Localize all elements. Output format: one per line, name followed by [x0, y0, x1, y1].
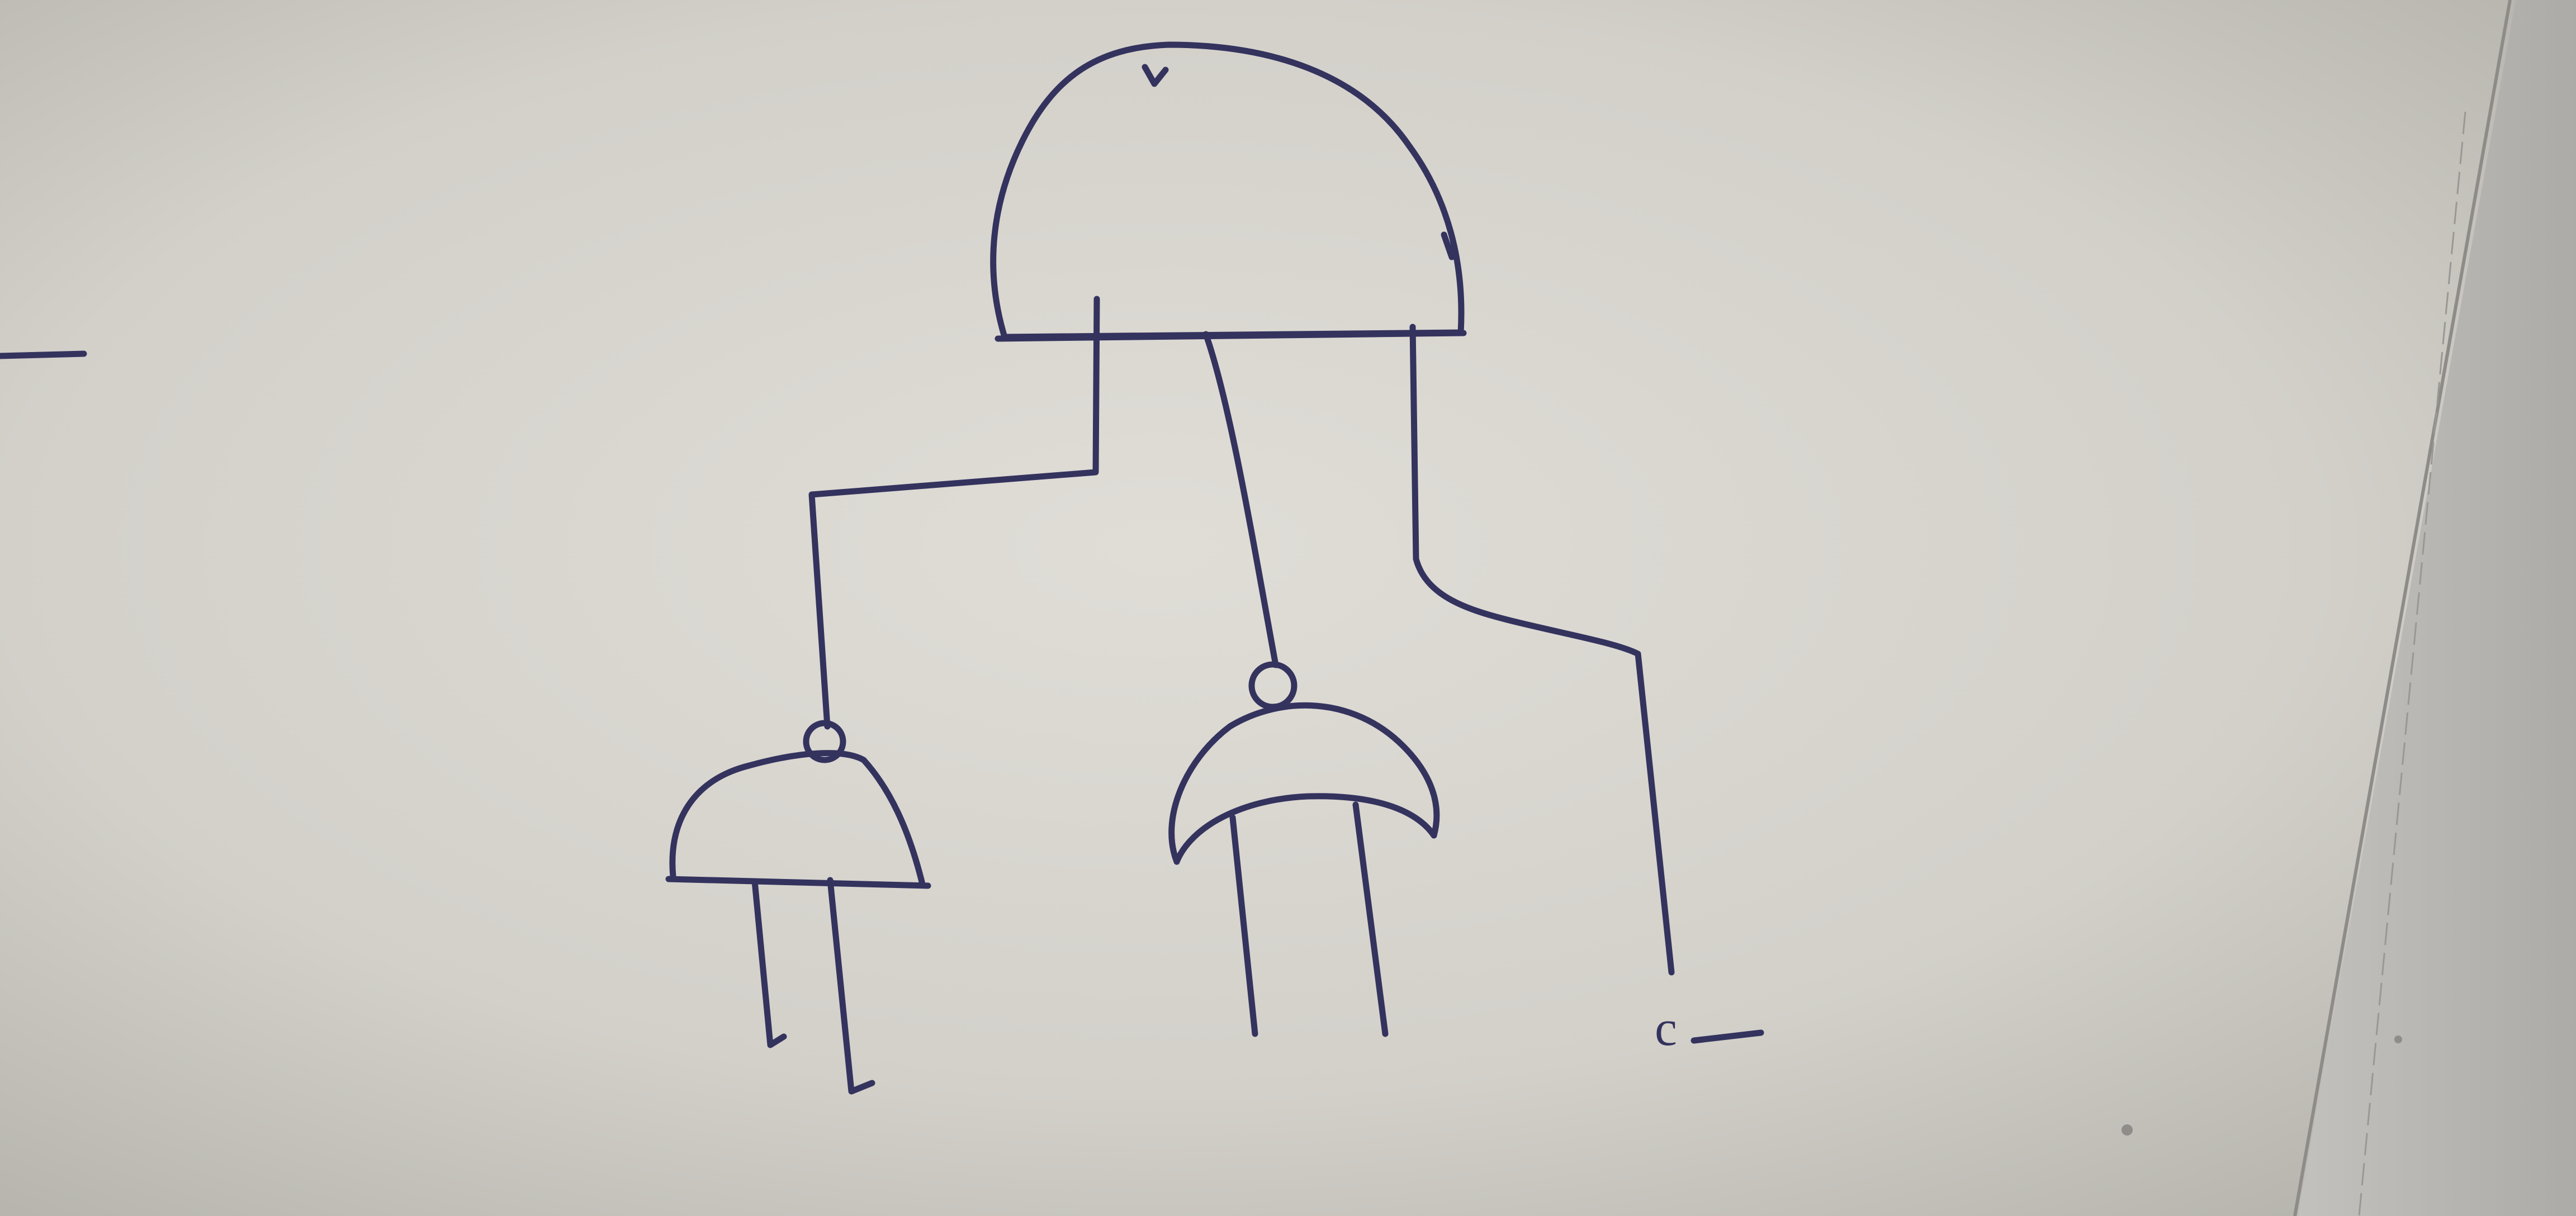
- board-dot: [2394, 1036, 2402, 1043]
- board-edge-line-inner: [2358, 111, 2466, 1216]
- board-edge-line: [2293, 0, 2512, 1216]
- output-and-gate: [990, 41, 1467, 342]
- middle-nor-gate-back: [1173, 793, 1437, 865]
- left-nand-input-b: [827, 877, 875, 1095]
- output-and-gate-body: [990, 41, 1465, 340]
- middle-nor-gate: [1168, 661, 1440, 1037]
- left-nand-input-a: [751, 878, 787, 1048]
- wire-middle-gate-to-output: [1202, 331, 1279, 668]
- wire-left-gate-to-output: [808, 296, 1100, 730]
- board-dot: [2122, 1124, 2133, 1136]
- middle-nor-gate-body: [1168, 702, 1440, 865]
- board-edge: [2298, 0, 2576, 1216]
- output-and-gate-tick: [1441, 231, 1455, 260]
- input-label-c: c: [1655, 1001, 1677, 1056]
- left-nand-gate-body: [669, 750, 926, 887]
- output-and-gate-tick: [1142, 64, 1169, 87]
- output-and-gate-base: [995, 330, 1467, 342]
- left-nand-bubble: [803, 720, 846, 763]
- middle-nor-input-a: [1229, 814, 1258, 1037]
- left-nand-gate-base: [665, 876, 931, 889]
- input-label-c-tail: [1690, 1029, 1764, 1044]
- middle-nor-input-b: [1352, 801, 1389, 1037]
- stray-stroke: [0, 350, 87, 359]
- left-nand-gate: [665, 720, 931, 1095]
- wire-input-c-to-output: [1409, 324, 1675, 976]
